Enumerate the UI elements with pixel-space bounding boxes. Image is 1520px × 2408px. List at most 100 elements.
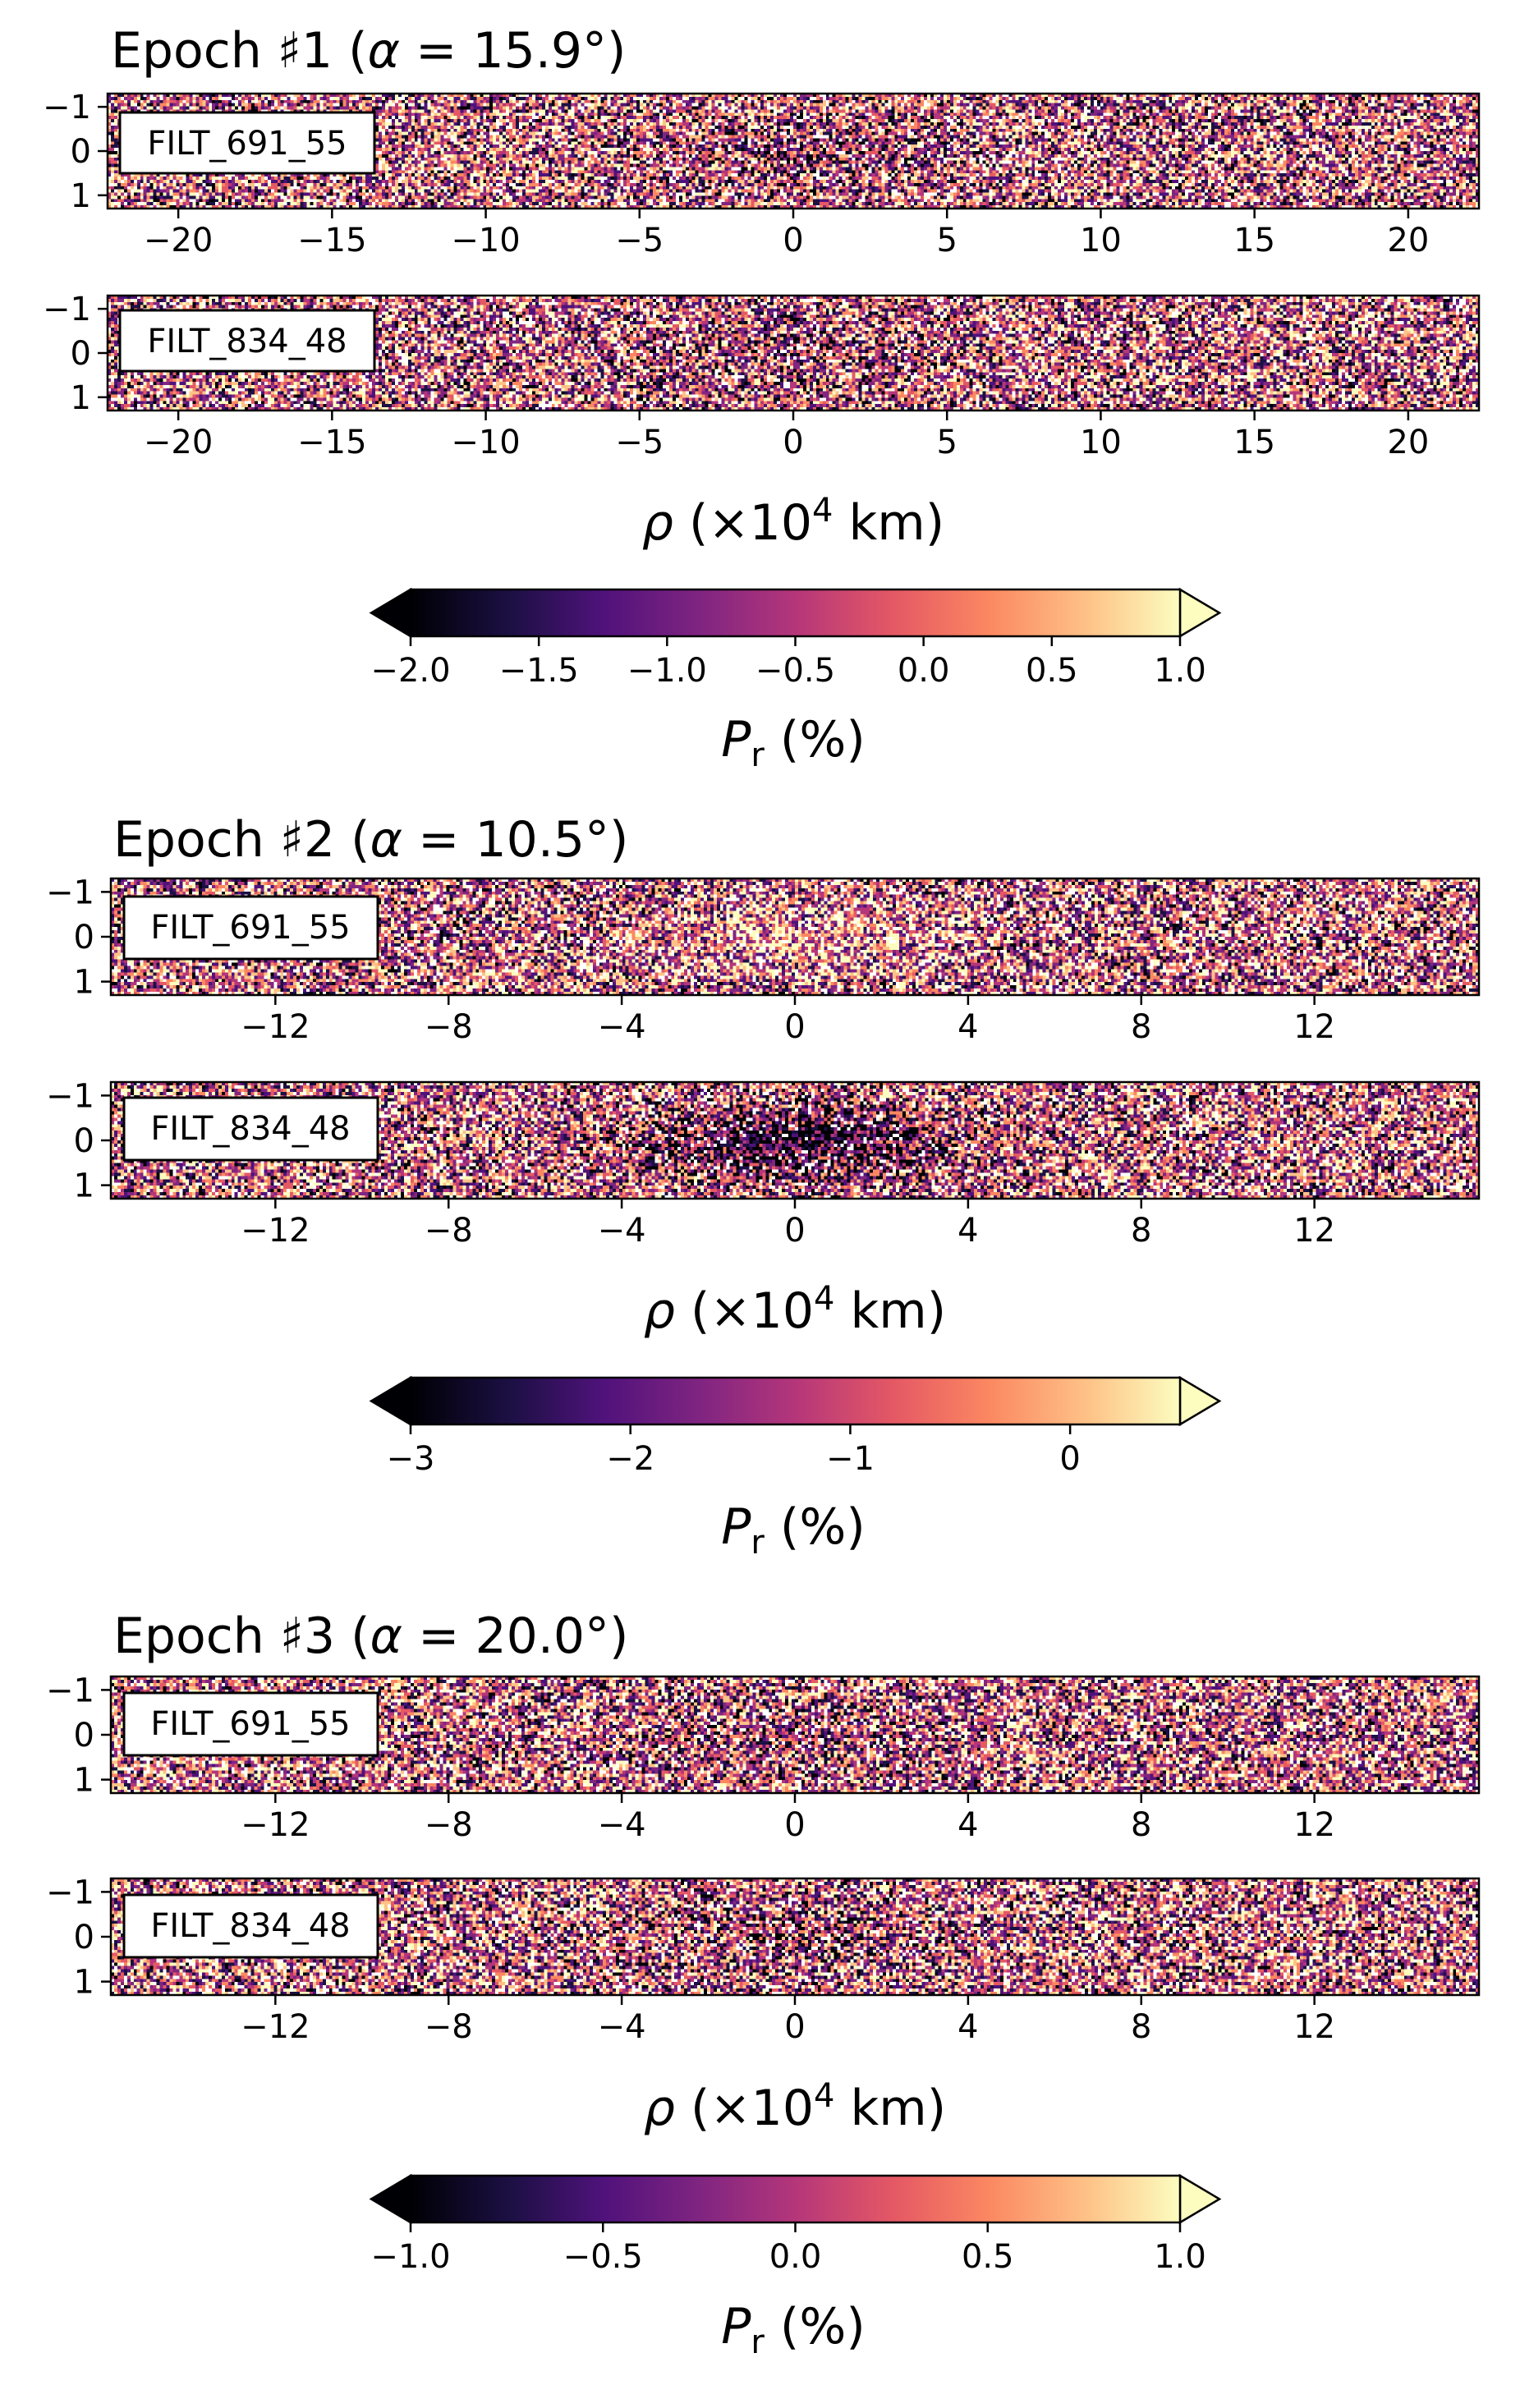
x-tick-label: −10	[451, 424, 520, 461]
y-tick-label: −1	[43, 291, 91, 328]
x-tick-label: −8	[425, 1806, 473, 1844]
colorbar-tick-label: −1.0	[627, 652, 707, 690]
x-tick-label: 12	[1293, 1212, 1335, 1250]
colorbar-tick-label: 0.0	[898, 652, 950, 690]
colorbar-body	[409, 2174, 1182, 2224]
x-tick-label: 20	[1387, 222, 1429, 259]
x-tick-label: 0	[784, 1008, 805, 1046]
epoch-3-x-axis-label: ρ (×104 km)	[644, 2077, 946, 2137]
x-tick-label: 0	[784, 1212, 805, 1250]
epoch-3-group: Epoch ♯3 (α = 20.0°) −12 −8 −4 0 4 8 12 −1 0 1 FI…	[46, 1608, 1481, 2361]
y-tick-label: 0	[74, 1919, 94, 1956]
x-tick-label: −8	[425, 2008, 473, 2046]
filter-label-box	[122, 1893, 379, 1959]
epoch-2-panel-filt-834: −12 −8 −4 0 4 8 12 −1 0 1 FILT_834_48	[46, 1077, 1481, 1250]
colorbar-tick-label: −1	[826, 1440, 875, 1478]
filter-label-box	[118, 111, 376, 175]
colorbar-ticks: −2.0 −1.5 −1.0 −0.5 0.0 0.5 1.0	[370, 636, 1206, 690]
epoch-1-panel-filt-691: −20 −15 −10 −5 0 5 10 15 20−101 FILT_691_55	[43, 89, 1481, 259]
x-tick-label: 0	[783, 222, 803, 259]
y-tick-label: 0	[74, 919, 94, 956]
x-tick-label: −20	[144, 424, 213, 461]
filter-label: FILT_834_48	[147, 323, 347, 360]
colorbar-tick-label: 1.0	[1154, 652, 1206, 690]
x-tick-label: −8	[425, 1008, 473, 1046]
x-tick-label: 0	[783, 424, 803, 461]
epoch-1-panel-filt-834: −20 −15 −10 −5 0 5 10 15 20−101 FILT_834_48	[43, 291, 1481, 461]
x-tick-label: 4	[957, 2008, 978, 2046]
y-tick-label: 1	[71, 379, 91, 417]
filter-label-box	[122, 895, 379, 961]
x-tick-label: 15	[1233, 222, 1275, 259]
filter-label-box	[122, 1096, 379, 1162]
colorbar-extend-high	[1178, 1375, 1222, 1427]
colorbar-tick-label: −1.5	[499, 652, 579, 690]
x-tick-label: 0	[784, 1806, 805, 1844]
filter-label: FILT_691_55	[150, 909, 350, 947]
filter-label: FILT_691_55	[150, 1705, 350, 1743]
epoch-1-title: Epoch ♯1 (α = 15.9°)	[111, 22, 626, 80]
filter-label-box	[122, 1691, 379, 1757]
colorbar-extend-high	[1178, 587, 1222, 639]
colorbar-gradient	[369, 1375, 1222, 1427]
colorbar-label: Pr (%)	[721, 2298, 866, 2361]
x-tick-label: 8	[1131, 1212, 1151, 1250]
epoch-1-group: Epoch ♯1 (α = 15.9°) −20 −15 −10 −5 0 5 10 15 20…	[43, 22, 1481, 774]
y-tick-label: 1	[74, 1167, 94, 1205]
filter-label: FILT_834_48	[150, 1110, 350, 1148]
x-tick-label: 12	[1293, 1008, 1335, 1046]
x-tick-label: 0	[784, 2008, 805, 2046]
x-tick-label: −12	[241, 1008, 310, 1046]
filter-label: FILT_691_55	[147, 125, 347, 163]
y-tick-label: 0	[71, 133, 91, 171]
y-tick-label: −1	[46, 1077, 94, 1115]
colorbar-tick-label: 0.0	[769, 2238, 822, 2276]
colorbar-gradient	[369, 587, 1222, 639]
x-tick-label: 8	[1131, 1008, 1151, 1046]
x-tick-label: −15	[297, 424, 366, 461]
x-tick-label: −4	[598, 1212, 646, 1250]
axis-ticks: −12 −8 −4 0 4 8 12 −1 0 1	[46, 1874, 1335, 2046]
colorbar-extend-low	[369, 1375, 412, 1427]
colorbar-tick-label: −2	[606, 1440, 654, 1478]
filter-label-box	[118, 309, 376, 373]
x-tick-label: −15	[297, 222, 366, 259]
colorbar-tick-label: −2.0	[370, 652, 450, 690]
y-tick-label: 0	[71, 335, 91, 373]
x-tick-label: −4	[598, 1806, 646, 1844]
x-tick-label: 10	[1080, 424, 1122, 461]
colorbar-tick-label: −3	[387, 1440, 435, 1478]
x-tick-label: 4	[957, 1806, 978, 1844]
colorbar-tick-label: −0.5	[755, 652, 835, 690]
x-tick-label: 10	[1080, 222, 1122, 259]
x-tick-label: −12	[241, 1212, 310, 1250]
x-tick-label: 20	[1387, 424, 1429, 461]
epoch-3-title: Epoch ♯3 (α = 20.0°)	[113, 1608, 628, 1665]
colorbar-extend-low	[369, 2173, 412, 2225]
y-tick-label: −1	[46, 1874, 94, 1911]
colorbar-tick-label: 0	[1059, 1440, 1080, 1478]
colorbar-extend-high	[1178, 2173, 1222, 2225]
colorbar-gradient	[369, 2173, 1222, 2225]
axis-ticks: −20 −15 −10 −5 0 5 10 15 20−101	[43, 89, 1429, 259]
y-tick-label: 1	[71, 177, 91, 215]
epoch-2-panel-filt-691: −12 −8 −4 0 4 8 12 −1 0 1 FILT_691_55	[46, 874, 1481, 1046]
colorbar-ticks: −3 −2 −1 0	[387, 1424, 1081, 1478]
x-tick-label: −5	[615, 222, 664, 259]
x-tick-label: 5	[936, 222, 957, 259]
axis-ticks: −20 −15 −10 −5 0 5 10 15 20−101	[43, 291, 1429, 461]
colorbar-tick-label: −0.5	[563, 2238, 643, 2276]
x-tick-label: 8	[1131, 1806, 1151, 1844]
epoch-2-title: Epoch ♯2 (α = 10.5°)	[113, 811, 628, 869]
colorbar-body	[409, 1376, 1182, 1426]
colorbar-extend-low	[369, 587, 412, 639]
y-tick-label: 1	[74, 964, 94, 1002]
x-tick-label: 4	[957, 1212, 978, 1250]
x-tick-label: −10	[451, 222, 520, 259]
y-tick-label: −1	[46, 1672, 94, 1709]
colorbar-body	[409, 588, 1182, 638]
x-tick-label: 12	[1293, 1806, 1335, 1844]
epoch-1-colorbar: −2.0 −1.5 −1.0 −0.5 0.0 0.5 1.0 Pr (%)	[369, 587, 1222, 774]
colorbar-tick-label: −1.0	[370, 2238, 450, 2276]
